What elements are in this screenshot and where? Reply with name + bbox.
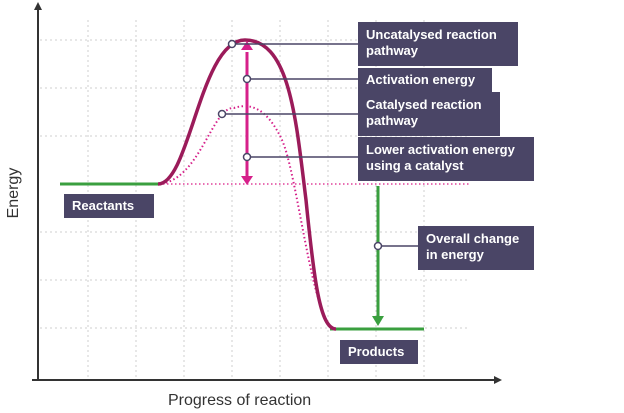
- x-axis-arrowhead: [494, 376, 502, 384]
- leader-dot-overall: [373, 241, 383, 251]
- lower-activation-energy-label: Lower activation energy using a catalyst: [358, 137, 534, 181]
- activation-energy-label: Activation energy: [358, 68, 492, 92]
- reactants-label: Reactants: [64, 194, 154, 218]
- products-label: Products: [340, 340, 418, 364]
- axes: [32, 2, 502, 384]
- activation-energy-arrow: [241, 41, 253, 185]
- leader-dot-lower: [242, 152, 252, 162]
- catalysed-pathway-label: Catalysed reaction pathway: [358, 92, 500, 136]
- overall-change-arrow: [372, 186, 384, 326]
- y-axis-arrowhead: [34, 2, 42, 10]
- uncatalysed-pathway-label: Uncatalysed reaction pathway: [358, 22, 518, 66]
- catalysed-pathway-curve: [157, 105, 335, 330]
- overall-change-label: Overall change in energy: [418, 226, 534, 270]
- leader-dot-uncatalysed: [227, 39, 237, 49]
- leader-lines: [217, 39, 418, 251]
- leader-dot-activation: [242, 74, 252, 84]
- y-axis-title: Energy: [5, 167, 22, 219]
- x-axis-title: Progress of reaction: [168, 392, 312, 409]
- leader-dot-catalysed: [217, 109, 227, 119]
